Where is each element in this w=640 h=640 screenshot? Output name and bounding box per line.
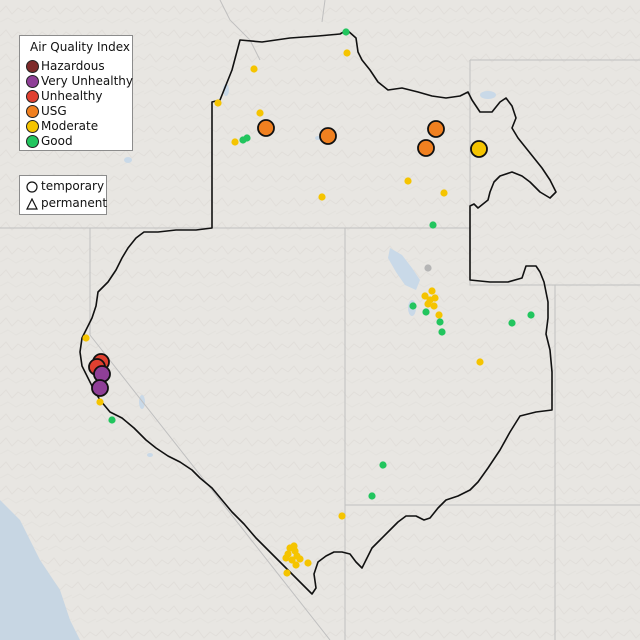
monitor-marker-moderate[interactable] — [250, 65, 258, 73]
border-wy-ut-co — [469, 60, 556, 640]
monitor-marker-moderate[interactable] — [470, 140, 488, 158]
monitor-marker-moderate[interactable] — [292, 561, 300, 569]
monitor-marker-good[interactable] — [527, 311, 535, 319]
great-salt-lake — [388, 248, 420, 290]
monitor-marker-good[interactable] — [508, 319, 516, 327]
very-unhealthy-swatch — [26, 75, 39, 88]
monitor-marker-good[interactable] — [436, 318, 444, 326]
monitor-marker-very-unhealthy[interactable] — [91, 379, 109, 397]
monitor-marker-moderate[interactable] — [214, 99, 222, 107]
legend-item-temporary: temporary — [20, 178, 106, 195]
unhealthy-swatch — [26, 90, 39, 103]
monitor-marker-moderate[interactable] — [256, 109, 264, 117]
border-id-mt — [219, 0, 261, 61]
usg-swatch — [26, 105, 39, 118]
monitor-marker-moderate[interactable] — [404, 177, 412, 185]
monitor-marker-moderate[interactable] — [476, 358, 484, 366]
legend-title: Air Quality Index — [30, 40, 131, 54]
circle-icon — [26, 181, 38, 193]
legend-item-permanent: permanent — [20, 195, 108, 212]
monitor-type-legend: temporary permanent — [19, 175, 107, 215]
legend-item-unhealthy: Unhealthy — [20, 88, 132, 104]
monitor-marker-good[interactable] — [379, 461, 387, 469]
monitor-marker-good[interactable] — [429, 221, 437, 229]
monitor-marker-moderate[interactable] — [430, 302, 438, 310]
border-mt-north — [321, 0, 326, 23]
legend-label: Hazardous — [41, 59, 105, 73]
monitor-marker-good[interactable] — [342, 28, 350, 36]
lake-small-2 — [124, 157, 132, 163]
legend-item-good: Good — [20, 133, 132, 149]
monitor-marker-moderate[interactable] — [343, 49, 351, 57]
monitor-marker-usg[interactable] — [417, 139, 435, 157]
hazardous-swatch — [26, 60, 39, 73]
legend-item-usg: USG — [20, 103, 132, 119]
monitor-marker-usg[interactable] — [257, 119, 275, 137]
lake-small-4 — [147, 453, 153, 457]
monitor-marker-moderate[interactable] — [318, 193, 326, 201]
bay-water — [45, 605, 70, 630]
monitor-marker-good[interactable] — [409, 302, 417, 310]
legend-label: temporary — [41, 179, 105, 193]
monitor-marker-moderate[interactable] — [283, 569, 291, 577]
legend-label: Very Unhealthy — [41, 74, 133, 88]
monitor-marker-moderate[interactable] — [288, 556, 296, 564]
border-ca-nv-diagonal — [89, 334, 331, 640]
monitor-marker-good[interactable] — [368, 492, 376, 500]
region-boundary — [79, 29, 557, 595]
monitor-marker-moderate[interactable] — [440, 189, 448, 197]
monitor-marker-good[interactable] — [243, 134, 251, 142]
monitor-marker-moderate[interactable] — [338, 512, 346, 520]
legend-item-hazardous: Hazardous — [20, 58, 132, 74]
monitor-marker-moderate[interactable] — [296, 555, 304, 563]
monitor-marker-usg[interactable] — [427, 120, 445, 138]
monitor-marker-moderate[interactable] — [96, 398, 104, 406]
yellowstone-lake — [480, 91, 496, 99]
monitor-marker-moderate[interactable] — [424, 300, 432, 308]
legend-label: Moderate — [41, 119, 99, 133]
monitor-marker-moderate[interactable] — [304, 559, 312, 567]
legend-label: Good — [41, 134, 73, 148]
legend-label: permanent — [41, 196, 108, 210]
monitor-marker-moderate[interactable] — [421, 292, 429, 300]
good-swatch — [26, 135, 39, 148]
monitor-marker-usg[interactable] — [319, 127, 337, 145]
monitor-marker-good[interactable] — [438, 328, 446, 336]
lake-tahoe — [139, 395, 145, 409]
monitor-marker-good[interactable] — [108, 416, 116, 424]
legend-label: Unhealthy — [41, 89, 103, 103]
monitor-marker-moderate[interactable] — [290, 542, 298, 550]
monitor-marker-moderate[interactable] — [231, 138, 239, 146]
monitor-marker-moderate[interactable] — [282, 554, 290, 562]
monitor-markers — [82, 28, 535, 577]
monitor-marker-moderate[interactable] — [82, 334, 90, 342]
monitor-marker-moderate[interactable] — [435, 311, 443, 319]
legend-item-moderate: Moderate — [20, 118, 132, 134]
triangle-icon — [26, 198, 38, 210]
aqi-legend: Air Quality Index Hazardous Very Unhealt… — [19, 35, 133, 151]
legend-label: USG — [41, 104, 67, 118]
monitor-marker-good[interactable] — [422, 308, 430, 316]
monitor-marker-moderate[interactable] — [428, 287, 436, 295]
monitor-marker-unknown[interactable] — [424, 264, 432, 272]
legend-item-very-unhealthy: Very Unhealthy — [20, 73, 133, 89]
monitor-marker-moderate[interactable] — [431, 294, 439, 302]
moderate-swatch — [26, 120, 39, 133]
